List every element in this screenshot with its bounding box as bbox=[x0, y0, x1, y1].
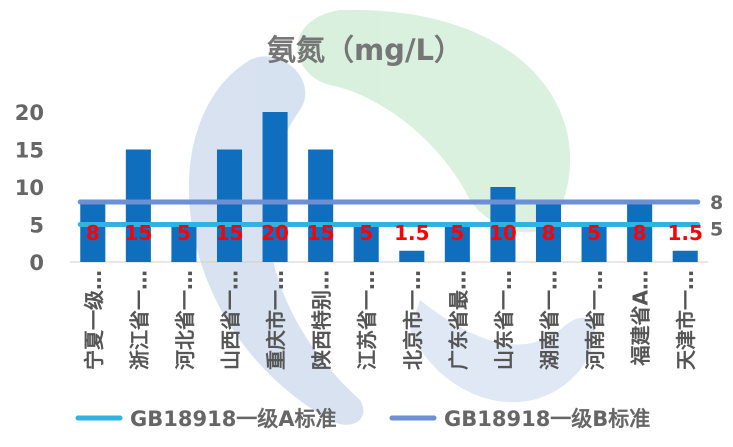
y-tick-label: 10 bbox=[15, 176, 44, 200]
data-labels: 8 15 5 15 20 15 5 1.5 5 10 8 5 8 1.5 bbox=[86, 221, 703, 245]
reference-line-label: 8 bbox=[710, 192, 723, 214]
bar bbox=[627, 202, 653, 262]
data-label: 1.5 bbox=[667, 221, 702, 245]
data-label: 15 bbox=[124, 221, 152, 245]
legend-label: GB18918一级B标准 bbox=[444, 407, 650, 431]
reference-line-label: 5 bbox=[710, 219, 723, 241]
bar bbox=[353, 224, 379, 262]
data-label: 5 bbox=[450, 221, 464, 245]
data-label: 5 bbox=[587, 221, 601, 245]
legend: GB18918一级A标准 GB18918一级B标准 bbox=[75, 407, 650, 431]
reference-lines: 58 bbox=[77, 192, 723, 241]
watermark-logo bbox=[188, 9, 595, 425]
bar bbox=[399, 250, 425, 262]
data-label: 8 bbox=[542, 221, 556, 245]
data-label: 15 bbox=[307, 221, 335, 245]
bar bbox=[80, 202, 106, 262]
chart-title: 氨氮（mg/L） bbox=[267, 33, 463, 67]
x-tick-label: 重庆市一… bbox=[264, 270, 288, 370]
x-tick-label: 福建省A… bbox=[629, 270, 653, 366]
x-tick-label: 浙江省一… bbox=[127, 270, 151, 370]
data-label: 5 bbox=[359, 221, 373, 245]
watermark-green-swirl bbox=[297, 9, 571, 233]
watermark-blue-swirl bbox=[188, 56, 364, 425]
x-tick-label: 陕西特别… bbox=[310, 270, 334, 370]
bar bbox=[216, 149, 243, 262]
data-label: 15 bbox=[216, 221, 244, 245]
x-tick-label: 广东省最… bbox=[446, 270, 470, 370]
x-axis-labels: 宁夏一级… 浙江省一… 河北省一… 山西省一… 重庆市一… 陕西特别… 江苏省一… 北京市一…… bbox=[82, 270, 698, 370]
y-tick-label: 20 bbox=[15, 101, 44, 125]
bar bbox=[444, 224, 470, 262]
y-tick-label: 0 bbox=[29, 251, 44, 275]
y-axis-ticks: 0 5 10 15 20 bbox=[15, 101, 44, 275]
bar bbox=[262, 112, 288, 262]
bar bbox=[308, 149, 334, 262]
data-label: 20 bbox=[261, 221, 289, 245]
bar bbox=[672, 250, 698, 262]
x-tick-label: 山西省一… bbox=[219, 270, 243, 370]
x-tick-label: 河北省一… bbox=[173, 270, 197, 370]
x-tick-label: 天津市一… bbox=[674, 270, 698, 370]
bar bbox=[581, 224, 607, 262]
x-tick-label: 北京市一… bbox=[401, 270, 425, 370]
watermark-blue-swirl-lower bbox=[410, 300, 595, 403]
data-label: 10 bbox=[489, 221, 517, 245]
data-label: 8 bbox=[633, 221, 647, 245]
legend-label: GB18918一级A标准 bbox=[130, 407, 337, 431]
bar bbox=[125, 149, 151, 262]
bar-series bbox=[80, 112, 698, 262]
bar bbox=[171, 224, 197, 262]
x-tick-label: 湖南省一… bbox=[538, 270, 562, 370]
x-tick-label: 山东省一… bbox=[492, 270, 516, 370]
data-label: 5 bbox=[177, 221, 191, 245]
x-tick-label: 宁夏一级… bbox=[82, 270, 106, 370]
bar bbox=[535, 202, 562, 262]
data-label: 8 bbox=[86, 221, 100, 245]
y-tick-label: 5 bbox=[29, 214, 44, 238]
data-label: 1.5 bbox=[394, 221, 429, 245]
x-tick-label: 河南省一… bbox=[583, 270, 607, 370]
y-tick-label: 15 bbox=[15, 139, 44, 163]
x-tick-label: 江苏省一… bbox=[355, 270, 379, 370]
